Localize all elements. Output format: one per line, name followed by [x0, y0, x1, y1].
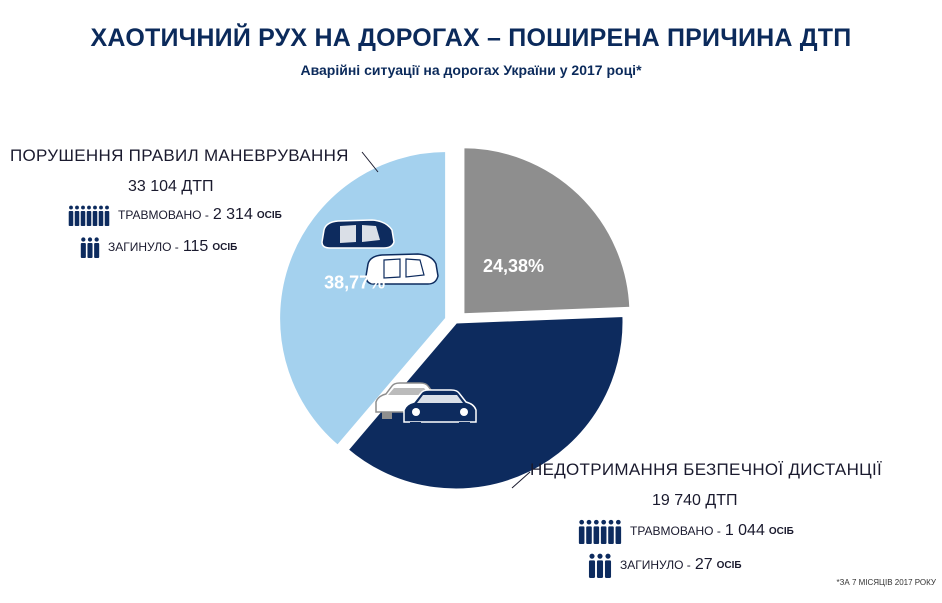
injured-label: ТРАВМОВАНО -: [630, 524, 721, 538]
footnote: *ЗА 7 МІСЯЦІВ 2017 РОКУ: [836, 578, 936, 587]
injured-value: 1 044: [724, 522, 765, 539]
person-body: [608, 526, 614, 544]
killed-label: ЗАГИНУЛО -: [108, 240, 179, 254]
people-group-icon: [578, 519, 622, 544]
injured-stat-maneuver: ТРАВМОВАНО - 2 314 ОСІБ: [68, 204, 282, 226]
person-body: [578, 526, 585, 544]
person-head: [593, 519, 599, 525]
person-head: [81, 237, 86, 242]
killed-value: 115: [182, 238, 209, 255]
category-count-distance: 19 740 ДТП: [652, 492, 738, 509]
person-body: [588, 560, 596, 578]
person-body: [600, 526, 607, 544]
person-head: [608, 519, 614, 525]
page-subtitle: Аварійні ситуації на дорогах України у 2…: [300, 62, 642, 78]
two-cars-passing-icon: [321, 219, 439, 285]
pie-slice-distance: [461, 145, 633, 317]
pie-slice-label-distance: 24,38%: [483, 256, 544, 276]
person-head: [105, 205, 109, 210]
leader-line-maneuver: [361, 151, 379, 173]
person-body: [586, 526, 592, 544]
person-head: [75, 205, 79, 210]
person-body: [604, 560, 612, 578]
person-head: [586, 519, 592, 525]
injured-label: ТРАВМОВАНО -: [118, 208, 209, 222]
person-body: [593, 526, 600, 544]
person-head: [601, 519, 607, 525]
killed-label: ЗАГИНУЛО -: [620, 558, 691, 572]
person-head: [597, 553, 603, 559]
person-head: [69, 205, 73, 210]
person-body: [86, 211, 92, 226]
person-head: [87, 237, 93, 242]
person-head: [589, 553, 595, 559]
person-head: [87, 205, 91, 210]
killed-unit: ОСІБ: [716, 559, 742, 571]
person-body: [80, 211, 86, 226]
person-body: [596, 560, 604, 578]
person-body: [87, 243, 93, 258]
person-body: [104, 211, 110, 226]
two-cars-close-icon: [375, 382, 477, 430]
person-body: [94, 243, 100, 258]
person-head: [579, 519, 585, 525]
person-body: [98, 211, 104, 226]
killed-value: 27: [694, 556, 713, 573]
person-head: [94, 237, 99, 242]
person-body: [92, 211, 98, 226]
killed-stat-maneuver: ЗАГИНУЛО - 115 ОСІБ: [80, 236, 237, 258]
person-body: [80, 243, 86, 258]
page-title: ХАОТИЧНИЙ РУХ НА ДОРОГАХ – ПОШИРЕНА ПРИЧ…: [90, 24, 852, 52]
category-title-maneuver: ПОРУШЕННЯ ПРАВИЛ МАНЕВРУВАННЯ: [10, 146, 349, 165]
person-body: [74, 211, 80, 226]
people-group-icon: [68, 205, 110, 226]
person-head: [605, 553, 611, 559]
person-head: [99, 205, 103, 210]
injured-value: 2 314: [212, 206, 253, 223]
category-title-distance: НЕДОТРИМАННЯ БЕЗПЕЧНОЇ ДИСТАНЦІЇ: [530, 460, 883, 479]
person-body: [615, 526, 622, 544]
killed-unit: ОСІБ: [212, 241, 238, 253]
people-small-group-icon: [588, 553, 612, 578]
person-head: [615, 519, 621, 525]
person-head: [93, 205, 97, 210]
category-count-maneuver: 33 104 ДТП: [128, 178, 214, 195]
pie-slice-maneuver: [277, 149, 449, 449]
leader-line-distance: [511, 471, 531, 489]
person-head: [81, 205, 85, 210]
injured-stat-distance: ТРАВМОВАНО - 1 044 ОСІБ: [578, 518, 794, 544]
killed-stat-distance: ЗАГИНУЛО - 27 ОСІБ: [588, 552, 742, 578]
injured-unit: ОСІБ: [768, 525, 794, 537]
person-body: [68, 211, 74, 226]
pie-slice-label-maneuver: 38,77%: [324, 272, 385, 292]
people-small-group-icon: [80, 237, 100, 258]
injured-unit: ОСІБ: [256, 209, 282, 221]
